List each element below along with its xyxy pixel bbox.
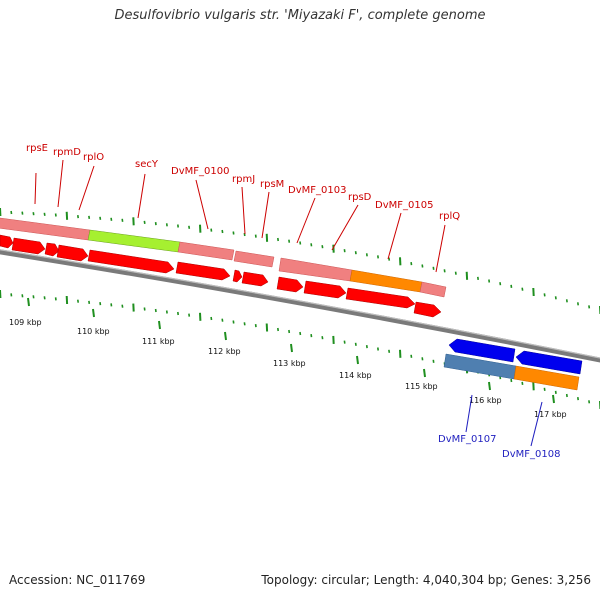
scale-tick [488, 381, 491, 391]
map-title: Desulfovibrio vulgaris str. 'Miyazaki F'… [114, 8, 486, 23]
gene-label-rpmD[interactable]: rpmD [53, 147, 81, 158]
scale-tick-label: 112 kbp [208, 347, 241, 356]
scale-tick-label: 113 kbp [273, 359, 306, 368]
cds-arrow[interactable] [232, 269, 243, 283]
reverse-cds-track [448, 338, 583, 375]
reverse-gene-labels: DvMF_0107 DvMF_0108 [438, 394, 560, 460]
gene-feature-DvMF_0108[interactable] [513, 365, 580, 391]
scale-tick [552, 394, 555, 404]
scale-tick [224, 331, 227, 341]
scale-tick-label: 114 kbp [339, 371, 372, 380]
gene-label-DvMF_0108[interactable]: DvMF_0108 [502, 449, 560, 460]
cds-arrow-reverse[interactable] [515, 350, 583, 375]
cds-arrow[interactable] [44, 242, 60, 257]
gene-label-DvMF_0100[interactable]: DvMF_0100 [171, 166, 229, 177]
gene-feature-DvMF_0105[interactable] [349, 269, 423, 293]
gene-feature[interactable] [233, 250, 275, 268]
cds-arrow[interactable] [11, 237, 46, 255]
accession-text: Accession: NC_011769 [9, 573, 146, 587]
cds-arrow[interactable] [413, 301, 442, 318]
scale-tick-label: 111 kbp [142, 337, 175, 346]
cds-arrow[interactable] [0, 234, 14, 249]
leader-line [57, 159, 64, 208]
scale-tick [290, 343, 293, 353]
scale-tick [158, 320, 161, 330]
leader-line [331, 204, 359, 251]
gene-label-rpsD[interactable]: rpsD [348, 192, 372, 203]
cds-arrow[interactable] [303, 280, 347, 299]
genome-summary-text: Topology: circular; Length: 4,040,304 bp… [261, 573, 591, 587]
leader-line [241, 186, 246, 235]
cds-arrow[interactable] [241, 271, 269, 287]
genome-backbone [0, 249, 600, 363]
scale-tick [423, 368, 426, 378]
lower-dotted-track [0, 289, 600, 410]
leader-line [296, 197, 316, 244]
gene-label-DvMF_0105[interactable]: DvMF_0105 [375, 200, 433, 211]
leader-line [530, 401, 543, 447]
gene-feature[interactable] [177, 241, 235, 261]
gene-feature[interactable] [419, 281, 447, 298]
cds-arrow[interactable] [276, 276, 304, 293]
scale-tick [356, 355, 359, 365]
leader-line [435, 224, 446, 273]
gene-label-rplO[interactable]: rplO [83, 152, 104, 163]
cds-arrow-reverse[interactable] [448, 338, 516, 363]
leader-line [137, 173, 146, 219]
gene-label-DvMF_0107[interactable]: DvMF_0107 [438, 434, 496, 445]
scale-tick [27, 297, 30, 307]
cds-arrow[interactable] [56, 244, 89, 262]
leader-line [387, 212, 402, 260]
cds-arrow[interactable] [87, 249, 175, 274]
gene-feature-secY[interactable] [87, 229, 181, 253]
forward-gene-labels: rpsE rpmD rplO secY DvMF_0100 rpmJ rpsM … [26, 143, 460, 273]
leader-line [34, 172, 37, 205]
scale-tick-label: 117 kbp [534, 410, 567, 419]
leader-line [78, 165, 95, 211]
forward-cds-track [0, 234, 442, 318]
leader-line [261, 191, 270, 239]
scale-tick-label: 115 kbp [405, 382, 438, 391]
scale-tick-label: 110 kbp [77, 327, 110, 336]
upper-dotted-track [0, 207, 600, 315]
scale-tick-label: 116 kbp [469, 396, 502, 405]
forward-gene-track [0, 217, 447, 298]
cds-arrow[interactable] [175, 261, 231, 281]
gene-label-rpmJ[interactable]: rpmJ [232, 174, 255, 185]
scale-tick [92, 308, 95, 318]
leader-line [195, 179, 209, 230]
gene-feature[interactable] [0, 217, 91, 241]
scale-tick-label: 109 kbp [9, 318, 42, 327]
reverse-gene-track [443, 353, 580, 391]
scale-axis: 109 kbp 110 kbp 111 kbp 112 kbp 113 kbp … [9, 297, 567, 419]
gene-label-rpsE[interactable]: rpsE [26, 143, 48, 154]
gene-feature[interactable] [278, 257, 353, 282]
gene-label-rpsM[interactable]: rpsM [260, 179, 284, 190]
gene-label-secY[interactable]: secY [135, 159, 159, 170]
cds-arrow[interactable] [345, 287, 416, 309]
leader-line [465, 394, 473, 433]
gene-label-rplQ[interactable]: rplQ [439, 211, 460, 222]
genome-backbone-highlight [0, 249, 600, 359]
gene-label-DvMF_0103[interactable]: DvMF_0103 [288, 185, 346, 196]
